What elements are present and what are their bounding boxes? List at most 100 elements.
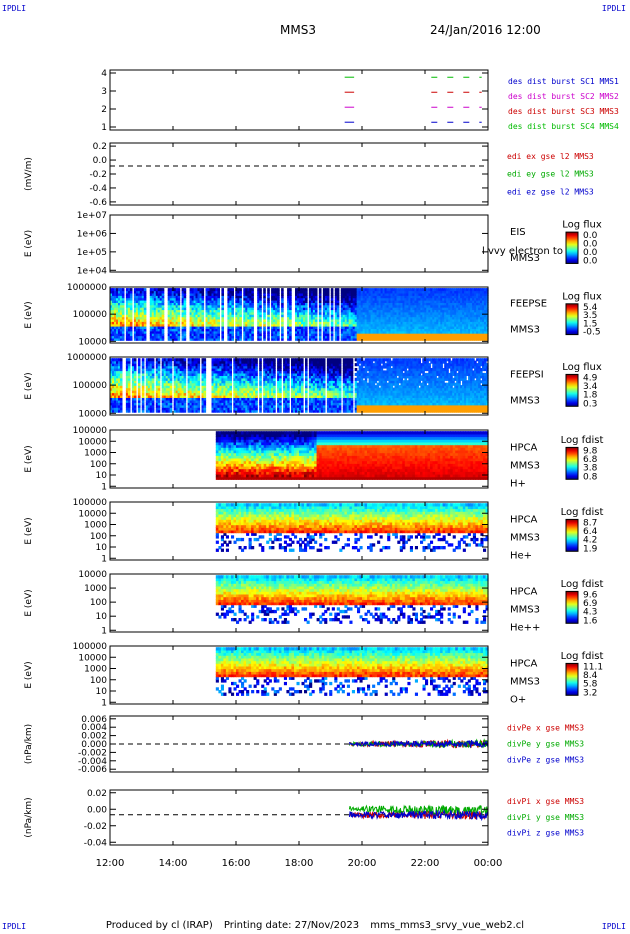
heatmap-cell bbox=[211, 358, 215, 362]
heatmap-cell bbox=[215, 372, 218, 376]
heatmap-cell bbox=[438, 302, 441, 306]
heatmap-cell bbox=[255, 409, 258, 413]
heatmap-cell bbox=[486, 337, 489, 341]
heatmap-cell bbox=[348, 328, 352, 332]
heatmap-cell bbox=[201, 304, 205, 308]
heatmap-cell bbox=[195, 387, 199, 391]
heatmap-cell bbox=[378, 326, 382, 329]
heatmap-cell bbox=[336, 314, 340, 318]
heatmap-cell bbox=[422, 304, 425, 308]
heatmap-cell bbox=[364, 323, 368, 327]
heatmap-cell bbox=[287, 321, 290, 325]
heatmap-cell bbox=[237, 363, 240, 367]
heatmap-cell bbox=[434, 316, 437, 320]
heatmap-cell bbox=[201, 302, 205, 306]
heatmap-cell bbox=[221, 316, 224, 320]
heatmap-cell bbox=[378, 335, 382, 339]
heatmap-cell bbox=[135, 318, 139, 322]
heatmap-cell bbox=[205, 300, 209, 303]
heatmap-cell bbox=[169, 333, 173, 337]
heatmap-cell bbox=[257, 292, 260, 296]
heatmap-cell bbox=[303, 311, 306, 315]
heatmap-cell bbox=[271, 309, 274, 313]
heatmap-cell bbox=[426, 311, 429, 315]
heatmap-cell bbox=[428, 333, 431, 337]
heatmap-cell bbox=[149, 321, 153, 325]
heatmap-cell bbox=[131, 402, 135, 406]
heatmap-cell bbox=[273, 290, 276, 294]
heatmap-cell bbox=[251, 394, 254, 398]
heatmap-cell bbox=[342, 302, 346, 306]
heatmap-cell bbox=[118, 311, 121, 315]
heatmap-cell bbox=[161, 360, 165, 364]
heatmap-cell bbox=[398, 326, 402, 329]
heatmap-cell bbox=[416, 290, 419, 294]
heatmap-cell bbox=[382, 335, 386, 339]
instrument-label: FEEPSE bbox=[510, 299, 547, 310]
heatmap-cell bbox=[205, 323, 209, 327]
heatmap-cell bbox=[398, 302, 402, 306]
heatmap-cell bbox=[384, 326, 388, 329]
heatmap-cell bbox=[356, 321, 360, 325]
heatmap-cell bbox=[484, 323, 487, 327]
heatmap-cell bbox=[392, 321, 396, 325]
heatmap-cell bbox=[243, 314, 246, 318]
heatmap-cell bbox=[356, 311, 360, 315]
heatmap-cell bbox=[193, 333, 197, 337]
heatmap-cell bbox=[476, 302, 479, 306]
heatmap-cell bbox=[318, 318, 322, 322]
heatmap-cell bbox=[197, 292, 201, 296]
heatmap-cell bbox=[253, 377, 256, 381]
heatmap-cell bbox=[476, 321, 479, 325]
heatmap-cell bbox=[231, 295, 234, 299]
heatmap-cell bbox=[468, 335, 471, 339]
heatmap-cell bbox=[462, 288, 465, 292]
heatmap-cell bbox=[305, 302, 308, 306]
heatmap-cell bbox=[318, 307, 322, 311]
heatmap-cell bbox=[480, 321, 483, 325]
heatmap-cell bbox=[163, 385, 167, 389]
heatmap-cell bbox=[213, 390, 217, 394]
heatmap-cell bbox=[287, 297, 290, 301]
heatmap-cell bbox=[195, 368, 199, 372]
heatmap-cell bbox=[440, 333, 443, 337]
heatmap-cell bbox=[450, 321, 453, 325]
heatmap-cell bbox=[263, 363, 266, 367]
heatmap-cell bbox=[110, 292, 113, 296]
heatmap-cell bbox=[251, 392, 254, 396]
heatmap-cell bbox=[157, 397, 161, 401]
heatmap-cell bbox=[480, 307, 483, 311]
heatmap-cell bbox=[474, 333, 477, 337]
heatmap-cell bbox=[368, 337, 372, 341]
heatmap-cell bbox=[326, 307, 330, 311]
heatmap-cell bbox=[155, 392, 159, 396]
heatmap-cell bbox=[271, 328, 274, 332]
heatmap-cell bbox=[249, 302, 252, 306]
heatmap-cell bbox=[239, 407, 242, 411]
heatmap-cell bbox=[179, 407, 183, 411]
heatmap-cell bbox=[452, 337, 455, 341]
heatmap-cell bbox=[253, 365, 256, 369]
heatmap-cell bbox=[131, 377, 135, 381]
heatmap-cell bbox=[462, 300, 465, 303]
heatmap-cell bbox=[450, 323, 453, 327]
heatmap-cell bbox=[456, 290, 459, 294]
heatmap-cell bbox=[173, 394, 177, 398]
heatmap-cell bbox=[301, 314, 304, 318]
heatmap-cell bbox=[322, 295, 326, 299]
heatmap-cell bbox=[149, 407, 153, 411]
heatmap-cell bbox=[114, 382, 117, 386]
heatmap-cell bbox=[143, 307, 147, 311]
heatmap-cell bbox=[255, 372, 258, 376]
heatmap-cell bbox=[394, 318, 398, 322]
heatmap-cell bbox=[346, 297, 350, 301]
heatmap-cell bbox=[203, 394, 207, 398]
heatmap-cell bbox=[263, 390, 266, 394]
heatmap-cell bbox=[233, 360, 236, 364]
heatmap-cell bbox=[346, 288, 350, 292]
heatmap-cell bbox=[153, 328, 157, 332]
heatmap-cell bbox=[219, 385, 222, 389]
heatmap-cell bbox=[322, 292, 326, 296]
heatmap-cell bbox=[171, 323, 175, 327]
heatmap-cell bbox=[424, 316, 427, 320]
